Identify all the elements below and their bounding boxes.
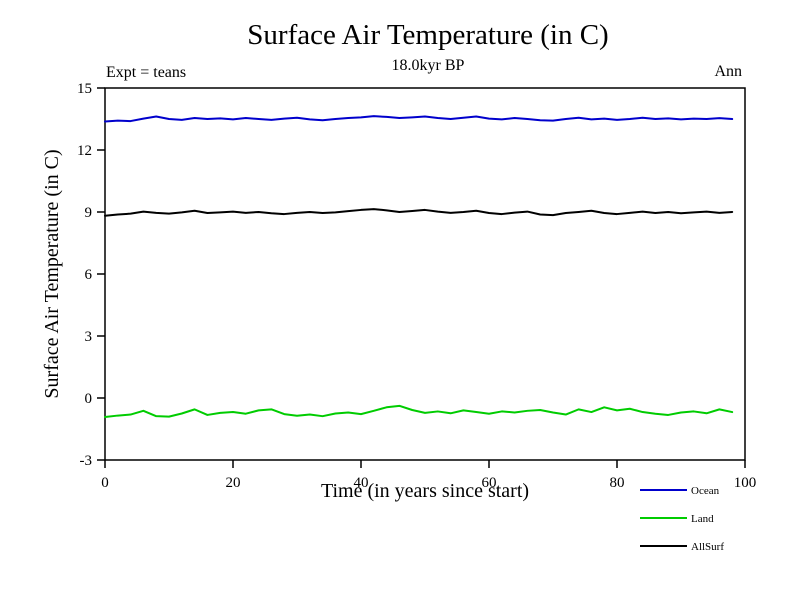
legend-label-ocean: Ocean [691, 485, 720, 497]
legend-item-allsurf: AllSurf [640, 541, 724, 553]
experiment-annotation: Expt = teans [106, 64, 186, 81]
series-group [104, 115, 734, 419]
y-tick-label: 3 [85, 329, 93, 345]
x-tick-label: 20 [226, 475, 241, 491]
legend-label-land: Land [691, 513, 714, 525]
series-line-allsurf [104, 208, 734, 217]
x-axis-label: Time (in years since start) [321, 480, 529, 502]
x-tick-label: 40 [354, 475, 369, 491]
legend-item-land: Land [640, 513, 714, 525]
legend-item-ocean: Ocean [640, 485, 720, 497]
y-tick-label: 15 [77, 81, 92, 97]
chart-title: Surface Air Temperature (in C) [247, 19, 608, 51]
axes-group: -3 0 3 6 9 12 15 0 20 40 60 80 100 [77, 81, 756, 491]
y-tick-label: 0 [85, 391, 93, 407]
legend: Ocean Land AllSurf [640, 485, 724, 553]
x-tick-label: 100 [734, 475, 757, 491]
legend-label-allsurf: AllSurf [691, 541, 724, 553]
x-tick-label: 60 [482, 475, 497, 491]
series-line-ocean [104, 115, 734, 123]
y-tick-label: 9 [85, 205, 93, 221]
y-axis-label: Surface Air Temperature (in C) [41, 149, 63, 398]
y-tick-label: 6 [85, 267, 93, 283]
series-line-land [104, 404, 734, 419]
y-tick-label: 12 [77, 143, 92, 159]
y-tick-label: -3 [80, 453, 93, 469]
x-tick-label: 80 [610, 475, 625, 491]
time-period-annotation: 18.0kyr BP [392, 57, 465, 74]
season-annotation: Ann [714, 63, 742, 80]
x-tick-label: 0 [101, 475, 109, 491]
